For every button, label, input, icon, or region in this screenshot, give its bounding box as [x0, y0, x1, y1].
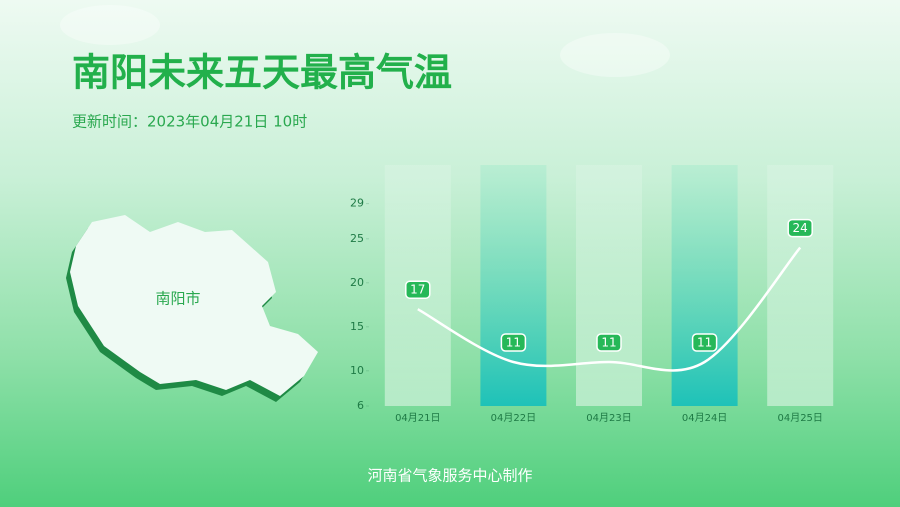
- column-bg: [767, 165, 834, 406]
- value-label-box: [500, 333, 527, 352]
- x-tick-label: 04月24日: [682, 412, 727, 424]
- plot: 04月21日 04月22日 04月23日 04月24日 04月25日 6 10 15 20 25 2…: [350, 165, 834, 424]
- x-tick-label: 04月21日: [395, 412, 440, 424]
- column-bg: [671, 165, 738, 406]
- value-label: 11: [506, 336, 521, 350]
- y-tick-label: 10: [350, 364, 364, 377]
- x-tick-label: 04月25日: [777, 412, 822, 424]
- value-label-box: [787, 218, 813, 238]
- cloud: [60, 5, 160, 45]
- value-label: 17: [410, 283, 425, 297]
- y-tick-label: 6: [357, 399, 364, 412]
- value-label-box: [596, 333, 622, 352]
- value-label: 24: [793, 221, 808, 235]
- y-tick-label: 15: [350, 320, 364, 333]
- value-label: 11: [601, 336, 616, 350]
- value-label-box: [405, 280, 431, 299]
- value-label: 11: [697, 336, 712, 350]
- footer: 河南省气象服务中心制作: [367, 467, 532, 485]
- title: 南阳未来五天最高气温: [72, 51, 452, 95]
- x-tick-label: 04月22日: [491, 412, 536, 424]
- value-label-box: [691, 333, 718, 352]
- subtitle: 更新时间：2023年04月21日 10时: [72, 113, 307, 131]
- y-tick-label: 20: [350, 276, 364, 289]
- map: [66, 215, 318, 402]
- line: [417, 246, 802, 372]
- column-bg: [576, 165, 642, 406]
- y-tick-label: 29: [350, 197, 364, 210]
- column-bg: [480, 165, 547, 406]
- map-label: 南阳市: [155, 290, 200, 308]
- y-tick-label: 25: [350, 232, 364, 245]
- x-tick-label: 04月23日: [586, 412, 631, 424]
- cloud: [560, 33, 670, 77]
